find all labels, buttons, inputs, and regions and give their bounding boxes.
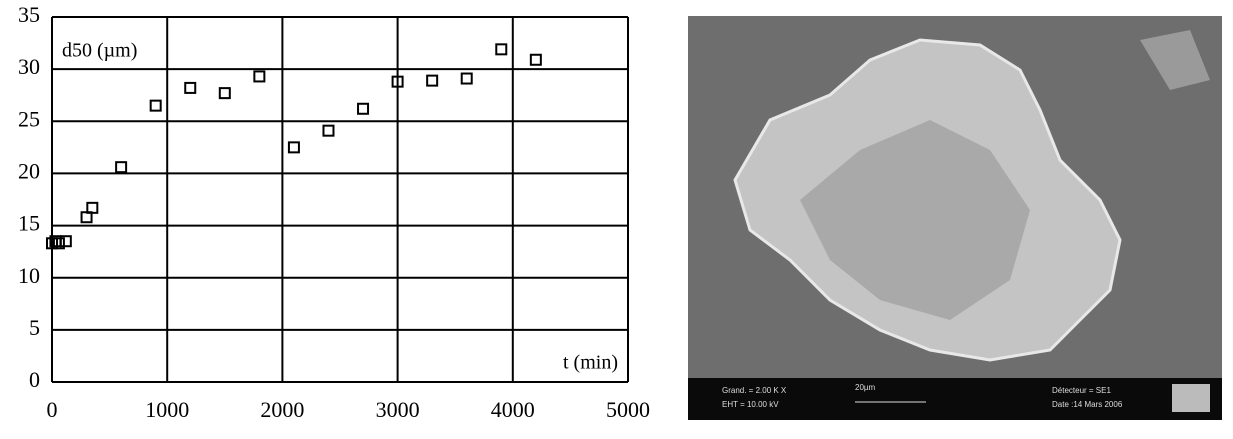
y-tick-label: 15 [18, 211, 40, 236]
marker [391, 75, 404, 88]
marker [529, 53, 542, 66]
marker [218, 87, 231, 100]
x-tick-label: 0 [47, 397, 58, 422]
x-tick-label: 2000 [260, 397, 304, 422]
x-tick-label: 1000 [145, 397, 189, 422]
marker [46, 237, 58, 250]
x-axis-label: t (min) [563, 352, 618, 374]
date: Date :14 Mars 2006 [1052, 400, 1123, 409]
marker [59, 235, 72, 248]
y-tick-label: 20 [18, 158, 40, 183]
marker [287, 141, 300, 154]
y-tick-label: 30 [18, 54, 40, 79]
logo [1172, 384, 1210, 412]
y-tick-label: 35 [18, 2, 40, 27]
marker [52, 237, 65, 250]
marker [115, 161, 128, 174]
info-bar [688, 378, 1222, 420]
marker [495, 43, 508, 56]
scale-label: 20µm [855, 383, 876, 392]
marker [86, 201, 99, 214]
marker [322, 124, 335, 137]
particle-small [1140, 30, 1210, 90]
marker [460, 72, 473, 85]
detector: Détecteur = SE1 [1052, 386, 1111, 395]
magnification: Grand. = 2.00 K X [722, 386, 787, 395]
x-tick-label: 3000 [376, 397, 420, 422]
voltage: EHT = 10.00 kV [722, 400, 779, 409]
x-tick-label: 4000 [491, 397, 535, 422]
marker [357, 102, 370, 115]
y-tick-label: 0 [29, 367, 40, 392]
y-tick-label: 10 [18, 263, 40, 288]
x-tick-label: 5000 [606, 397, 650, 422]
y-tick-label: 25 [18, 106, 40, 131]
marker [184, 81, 197, 94]
marker [426, 74, 439, 87]
marker [149, 99, 162, 112]
particle-shade [800, 120, 1030, 320]
sem-micrograph: Grand. = 2.00 K X EHT = 10.00 kV 20µm Dé… [688, 16, 1222, 420]
marker [253, 70, 266, 83]
label-box [58, 38, 166, 66]
label-box [536, 348, 624, 378]
y-axis-label: d50 (µm) [62, 40, 137, 62]
y-tick-label: 5 [29, 315, 40, 340]
